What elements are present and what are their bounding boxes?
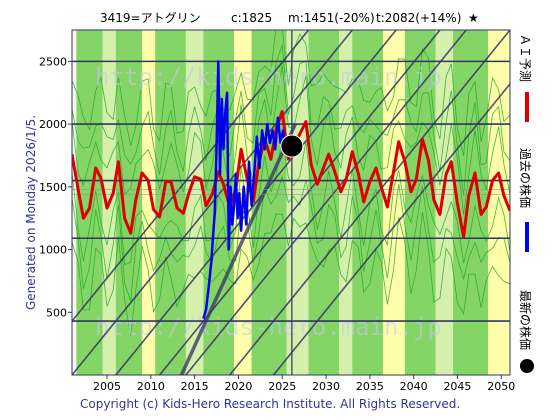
x-tick-label: 2005 [93, 380, 121, 393]
y-tick-label: 1500 [39, 181, 67, 194]
trend-line [185, 30, 467, 375]
legend-label-ai: ＡＩ予測 [518, 34, 532, 82]
cycle-band [251, 30, 287, 375]
y-tick-label: 2500 [39, 55, 67, 68]
header-star: ★ [468, 11, 479, 25]
header-current: c:1825 [231, 11, 272, 25]
cycle-band [382, 30, 405, 375]
trend-channel-lines [72, 30, 510, 375]
x-tick-label: 2015 [181, 380, 209, 393]
x-axis-ticks: 2005 2010 2015 2020 2025 2030 2035 2040 2045 2050 [93, 375, 515, 393]
green-envelope-line [72, 65, 510, 215]
trend-line-bold [179, 123, 297, 375]
plot-frame [71, 29, 511, 376]
green-envelope-line [72, 137, 510, 266]
trend-line [72, 30, 353, 375]
y-axis-ticks: 500 1000 1500 2000 2500 [39, 55, 72, 319]
latest-price-marker [280, 134, 304, 158]
x-tick-label: 2010 [137, 380, 165, 393]
x-tick-label: 2050 [487, 380, 515, 393]
legend-swatch-latest [520, 359, 534, 373]
y-tick-label: 1000 [39, 244, 67, 257]
cycle-band [155, 30, 186, 375]
watermark-text: http://kids-hero.main.jp [95, 63, 442, 91]
trend-line [229, 30, 510, 375]
legend-label-past: 過去の株価 [518, 148, 533, 208]
x-tick-label: 2030 [312, 380, 340, 393]
cycle-band [488, 30, 510, 375]
green-envelope-line [72, 30, 510, 157]
cycle-band [339, 30, 353, 375]
legend-label-latest: 最新の株価 [518, 290, 533, 350]
cycle-band [185, 30, 204, 375]
y-tick-label: 500 [46, 306, 67, 319]
generated-date-label: Generated on Monday 2026/1/5. [24, 115, 38, 310]
header-min: m:1451(-20%) [288, 11, 375, 25]
x-tick-label: 2025 [268, 380, 296, 393]
copyright-text: Copyright (c) Kids-Hero Research Institu… [80, 397, 460, 411]
header-target: t:2082(+14%) [376, 11, 461, 25]
x-tick-label: 2020 [224, 380, 252, 393]
cycle-bands [76, 30, 510, 375]
trend-line [115, 30, 397, 375]
x-tick-label: 2035 [356, 380, 384, 393]
green-envelope-line [72, 175, 510, 302]
header-stock: 3419=アトグリン [100, 11, 201, 25]
marker-layer [280, 134, 304, 158]
past-price-line [202, 60, 293, 319]
cycle-band [453, 30, 489, 375]
trend-line [272, 82, 510, 375]
x-tick-label: 2045 [443, 380, 471, 393]
x-tick-label: 2040 [400, 380, 428, 393]
horizontal-grid [72, 30, 510, 375]
green-envelope-line [72, 211, 510, 336]
chart-header: 3419=アトグリン c:1825 m:1451(-20%) t:2082(+1… [100, 11, 479, 25]
y-tick-label: 2000 [39, 118, 67, 131]
legend: ＡＩ予測 過去の株価 最新の株価 [518, 34, 534, 373]
trend-line [72, 30, 310, 323]
